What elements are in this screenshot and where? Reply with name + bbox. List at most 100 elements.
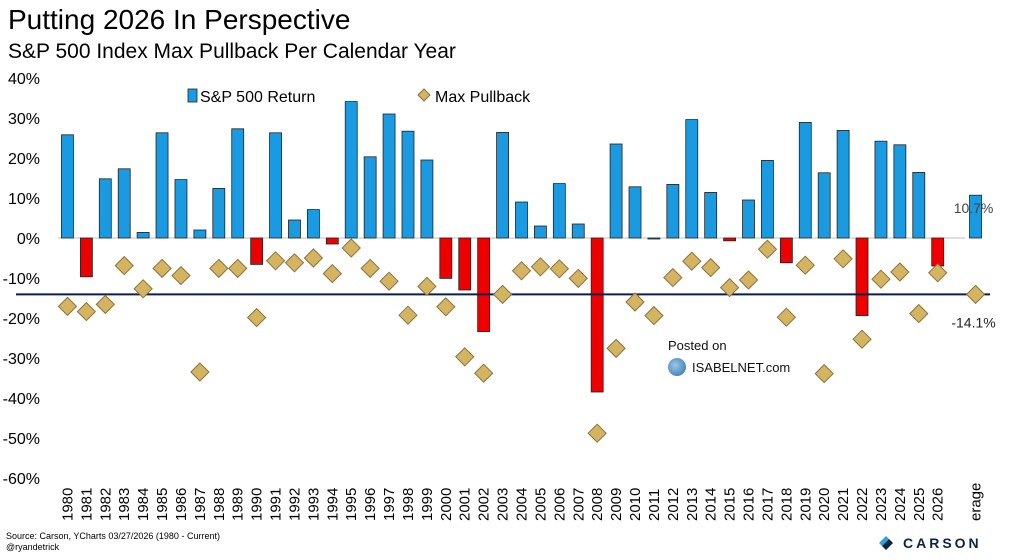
x-tick-label: 1993 (305, 488, 322, 521)
return-bar (552, 183, 566, 239)
return-bar (590, 237, 604, 393)
return-bar (288, 219, 301, 239)
pullback-marker (57, 296, 78, 317)
pullback-marker (284, 253, 305, 273)
globe-icon (668, 358, 686, 376)
x-tick-label: 1985 (154, 488, 171, 521)
pullback-marker (133, 279, 153, 299)
x-tick-label: 1988 (211, 488, 228, 521)
x-tick-label: 2018 (778, 488, 795, 521)
x-tick-label: 2023 (873, 488, 890, 521)
pullback-marker (795, 255, 815, 275)
return-bar (779, 237, 793, 264)
return-bar (117, 168, 131, 239)
y-tick-label: -30% (3, 351, 40, 368)
pullback-marker (246, 307, 267, 328)
x-tick-label: 1997 (381, 488, 398, 521)
legend-return-swatch (187, 88, 198, 103)
return-bar (874, 140, 888, 239)
return-bar (666, 183, 680, 239)
pullback-marker (492, 284, 513, 305)
return-bar (912, 171, 926, 239)
return-bar (609, 143, 623, 239)
return-bar (420, 159, 434, 239)
pullback-marker (436, 297, 456, 317)
return-bar (647, 237, 661, 240)
x-tick-label: 2015 (722, 488, 739, 521)
x-tick-label: 2000 (438, 488, 455, 521)
return-bar (836, 129, 850, 239)
return-bar (193, 229, 207, 239)
return-bar (174, 179, 188, 239)
x-tick-label: 2009 (608, 488, 625, 521)
legend-pullback-swatch (417, 88, 431, 102)
pullback-marker (700, 257, 721, 278)
x-tick-label: 1995 (343, 488, 360, 521)
x-tick-label: 2004 (514, 488, 531, 521)
return-bar (893, 144, 907, 239)
pullback-marker (379, 271, 399, 291)
y-tick-label: 40% (8, 71, 40, 88)
average-pullback-label: -14.1% (951, 314, 995, 330)
x-tick-label: 1989 (230, 488, 247, 521)
pullback-marker (114, 255, 134, 276)
return-bar (931, 237, 945, 267)
pullback-marker (209, 258, 229, 279)
pullback-marker (417, 276, 437, 297)
average-return-label: 10.7% (954, 200, 994, 216)
x-tick-label: 1987 (192, 488, 209, 521)
x-tick-label: 1999 (419, 488, 436, 521)
y-tick-label: -60% (3, 471, 40, 488)
pullback-marker (360, 258, 380, 279)
pullback-marker (833, 249, 853, 269)
return-bar (969, 194, 982, 239)
chart-title: Putting 2026 In Perspective (8, 4, 351, 35)
pullback-marker (890, 262, 910, 282)
pullback-marker (511, 261, 532, 281)
x-tick-label: 1984 (135, 488, 152, 521)
pullback-marker (587, 423, 607, 443)
pullback-marker (171, 265, 191, 286)
x-tick-label: 2026 (930, 488, 947, 521)
y-tick-label: -20% (3, 311, 40, 328)
legend-return-label: S&P 500 Return (200, 89, 315, 106)
x-tick-label: 1990 (249, 488, 266, 521)
x-tick-label: erage (968, 483, 985, 521)
pullback-marker (927, 263, 948, 283)
return-bar (723, 237, 737, 242)
pullback-marker (568, 268, 588, 289)
x-tick-label: 1991 (268, 488, 285, 521)
return-bar (79, 237, 93, 278)
x-tick-label: 2002 (476, 488, 493, 521)
x-tick-label: 2006 (551, 488, 568, 521)
carson-logo: CARSON (877, 534, 982, 552)
pullback-marker (682, 251, 702, 271)
return-bar (344, 101, 358, 239)
pullback-marker (965, 284, 986, 305)
source-text: Source: Carson, YCharts 03/27/2026 (1980… (6, 531, 220, 541)
x-tick-label: 1996 (362, 488, 379, 521)
watermark-line2: ISABELNET.com (692, 359, 791, 375)
return-bar (477, 237, 491, 332)
x-tick-label: 1982 (97, 488, 114, 521)
x-tick-label: 1983 (116, 488, 133, 521)
pullback-marker (341, 238, 361, 258)
y-tick-label: 20% (8, 151, 40, 168)
pullback-marker (228, 258, 248, 279)
watermark-line1: Posted on (668, 338, 727, 353)
x-tick-label: 2025 (911, 488, 928, 521)
pullback-marker (909, 303, 929, 324)
x-tick-label: 2001 (457, 488, 474, 521)
return-bar (742, 199, 755, 239)
pullback-marker (757, 239, 778, 259)
x-tick-label: 2003 (495, 488, 512, 521)
return-bar (382, 113, 396, 239)
return-bar (250, 237, 264, 265)
y-tick-label: -10% (3, 271, 40, 288)
return-bar (515, 201, 528, 239)
return-bar (269, 132, 282, 239)
x-tick-label: 2022 (854, 488, 871, 521)
pullback-marker (719, 277, 740, 298)
pullback-marker (738, 270, 759, 290)
pullback-marker (473, 363, 494, 383)
